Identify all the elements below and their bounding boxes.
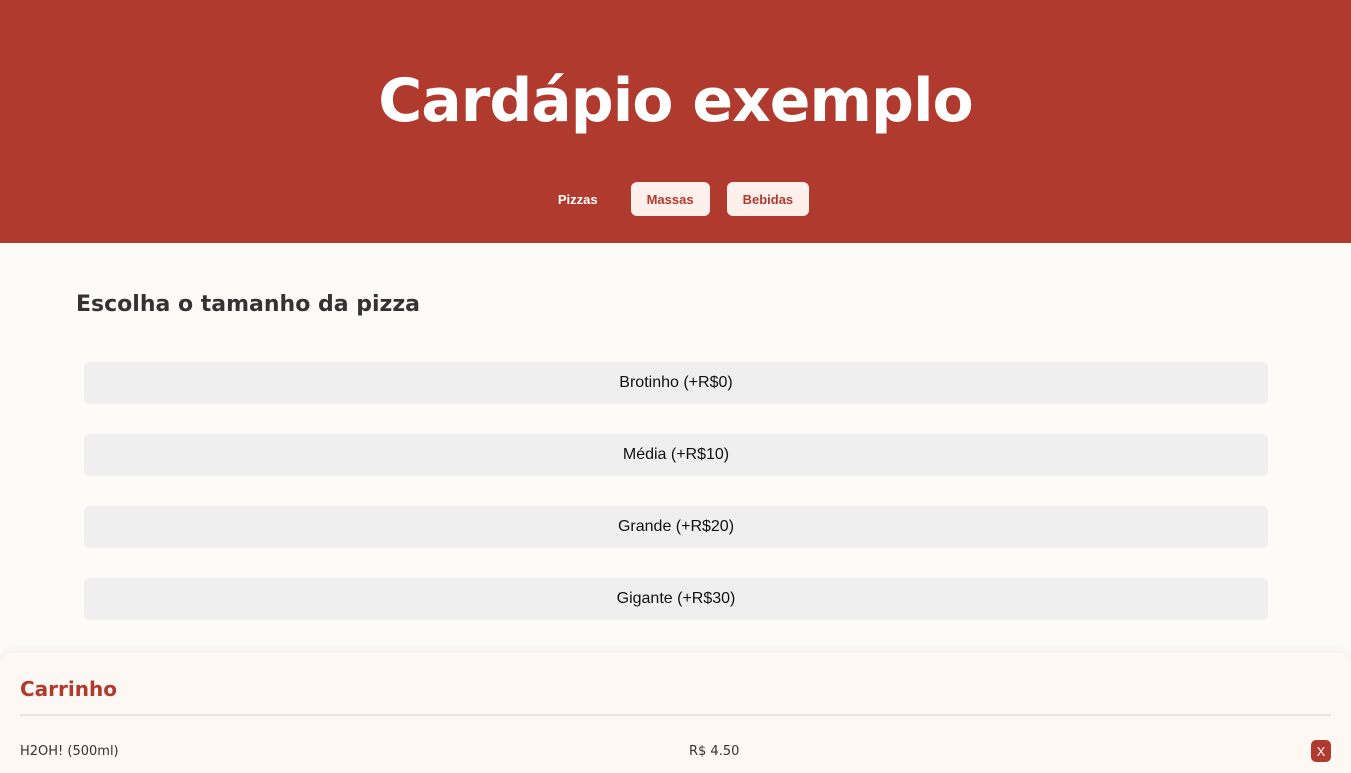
size-options: Brotinho (+R$0) Média (+R$10) Grande (+R…	[84, 362, 1268, 650]
size-option-brotinho[interactable]: Brotinho (+R$0)	[84, 362, 1268, 404]
page-title: Cardápio exemplo	[378, 66, 974, 136]
header: Cardápio exemplo Pizzas Massas Bebidas	[0, 0, 1351, 243]
remove-item-button[interactable]: X	[1311, 740, 1331, 762]
tab-pizzas[interactable]: Pizzas	[542, 182, 614, 216]
tab-massas[interactable]: Massas	[630, 182, 710, 216]
size-option-grande[interactable]: Grande (+R$20)	[84, 506, 1268, 548]
cart-title: Carrinho	[20, 677, 1331, 716]
size-option-media[interactable]: Média (+R$10)	[84, 434, 1268, 476]
cart-item: H2OH! (500ml) R$ 4.50 X	[20, 740, 1331, 762]
size-option-gigante[interactable]: Gigante (+R$30)	[84, 578, 1268, 620]
category-tabs: Pizzas Massas Bebidas	[0, 182, 1351, 216]
cart-item-price: R$ 4.50	[689, 743, 740, 759]
cart-panel: Carrinho H2OH! (500ml) R$ 4.50 X	[0, 653, 1351, 773]
tab-bebidas[interactable]: Bebidas	[726, 182, 810, 216]
cart-item-name: H2OH! (500ml)	[20, 743, 119, 759]
section-heading: Escolha o tamanho da pizza	[76, 292, 420, 317]
